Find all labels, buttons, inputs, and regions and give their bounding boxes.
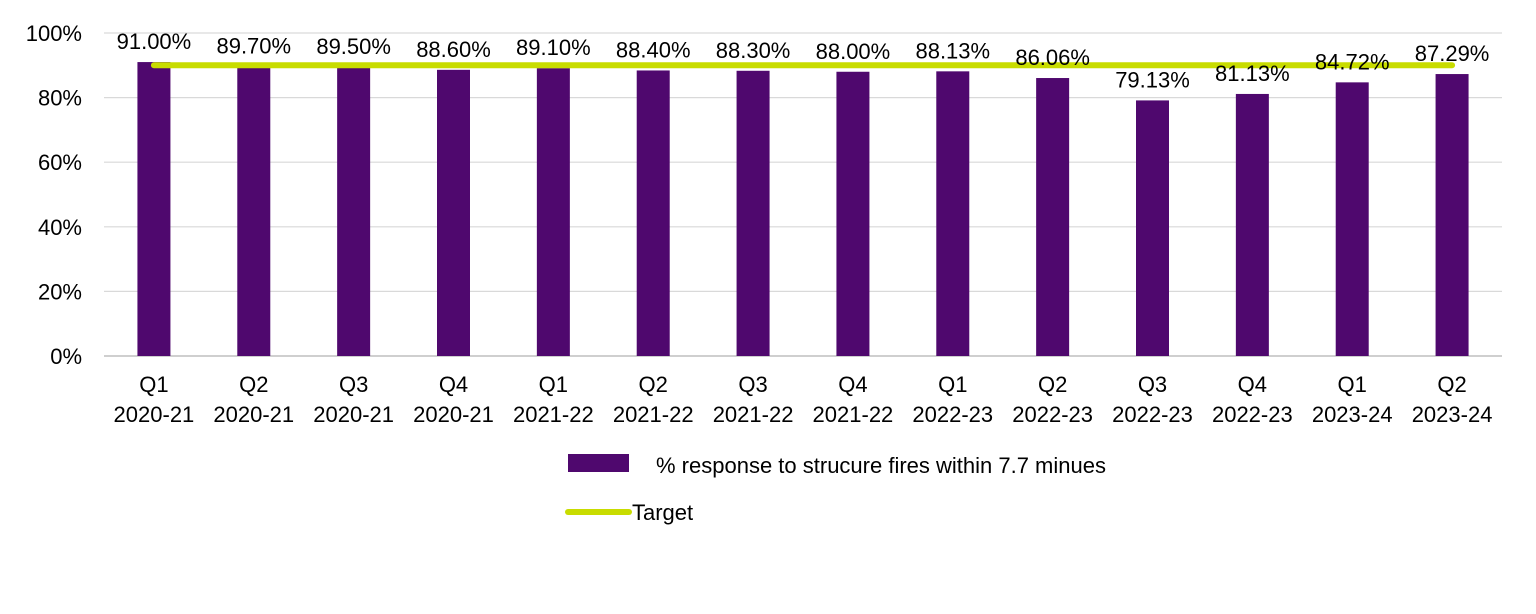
x-tick-label-quarter: Q2 xyxy=(639,372,668,397)
x-tick-label-quarter: Q1 xyxy=(539,372,568,397)
data-label: 88.00% xyxy=(816,39,891,64)
data-label: 89.70% xyxy=(216,33,291,58)
x-tick-label-year: 2021-22 xyxy=(713,402,794,427)
bar xyxy=(1435,74,1469,357)
x-tick-label-quarter: Q3 xyxy=(339,372,368,397)
bar xyxy=(1235,93,1269,356)
bar xyxy=(337,66,371,356)
x-tick-label-year: 2020-21 xyxy=(313,402,394,427)
x-tick-label-quarter: Q2 xyxy=(1038,372,1067,397)
x-tick-label-quarter: Q3 xyxy=(1138,372,1167,397)
bar xyxy=(1136,100,1169,357)
data-label: 89.50% xyxy=(316,34,391,59)
y-tick-label: 40% xyxy=(38,215,82,240)
legend-label-target: Target xyxy=(632,500,693,525)
bar xyxy=(636,70,670,356)
x-tick-label-quarter: Q2 xyxy=(1437,372,1466,397)
data-label: 88.40% xyxy=(616,37,691,62)
data-labels: 91.00% 89.70% 89.50% 88.60% 89.10% 88.40% 88.3… xyxy=(117,29,1490,92)
bar xyxy=(1036,78,1070,357)
legend: % response to strucure fires within 7.7 … xyxy=(565,453,1106,525)
legend-swatch-bar xyxy=(568,454,629,472)
x-tick-label-quarter: Q2 xyxy=(239,372,268,397)
data-label: 89.10% xyxy=(516,35,591,60)
data-label: 79.13% xyxy=(1115,67,1190,92)
x-tick-label-year: 2021-22 xyxy=(613,402,694,427)
data-label: 84.72% xyxy=(1315,49,1390,74)
y-tick-label: 20% xyxy=(38,279,82,304)
data-label: 86.06% xyxy=(1015,45,1090,70)
y-tick-label: 80% xyxy=(38,86,82,111)
data-label: 88.60% xyxy=(416,37,491,62)
bar xyxy=(536,68,570,356)
x-tick-label-quarter: Q1 xyxy=(938,372,967,397)
bar xyxy=(1335,82,1369,356)
bar xyxy=(736,70,770,356)
x-tick-label-year: 2022-23 xyxy=(1012,402,1093,427)
bar xyxy=(836,71,870,356)
y-tick-label: 60% xyxy=(38,150,82,175)
data-label: 91.00% xyxy=(117,29,192,54)
bar xyxy=(437,69,470,357)
x-tick-label-year: 2022-23 xyxy=(912,402,993,427)
data-label: 88.30% xyxy=(716,38,791,63)
bar xyxy=(237,66,271,357)
bar xyxy=(137,62,171,356)
x-tick-label-year: 2020-21 xyxy=(213,402,294,427)
y-tick-label: 100% xyxy=(26,21,82,46)
x-tick-label-quarter: Q3 xyxy=(738,372,767,397)
data-label: 88.13% xyxy=(915,38,990,63)
x-tick-label-year: 2023-24 xyxy=(1412,402,1493,427)
bars xyxy=(137,62,1469,357)
x-tick-label-year: 2021-22 xyxy=(513,402,594,427)
data-label: 87.29% xyxy=(1415,41,1490,66)
gridlines xyxy=(104,32,1502,357)
data-label: 81.13% xyxy=(1215,61,1290,86)
x-tick-label-quarter: Q1 xyxy=(1338,372,1367,397)
x-tick-label-quarter: Q4 xyxy=(1238,372,1267,397)
x-tick-label-quarter: Q1 xyxy=(139,372,168,397)
y-tick-label: 0% xyxy=(50,344,82,369)
bar xyxy=(936,71,970,357)
x-tick-label-year: 2021-22 xyxy=(813,402,894,427)
x-tick-label-year: 2023-24 xyxy=(1312,402,1393,427)
x-tick-label-year: 2020-21 xyxy=(114,402,195,427)
y-axis: 0% 20% 40% 60% 80% 100% xyxy=(26,21,82,369)
x-tick-label-quarter: Q4 xyxy=(439,372,468,397)
x-tick-label-quarter: Q4 xyxy=(838,372,867,397)
x-tick-label-year: 2020-21 xyxy=(413,402,494,427)
x-tick-label-year: 2022-23 xyxy=(1212,402,1293,427)
x-tick-label-year: 2022-23 xyxy=(1112,402,1193,427)
legend-label-bar: % response to strucure fires within 7.7 … xyxy=(656,453,1106,478)
x-axis: Q1 2020-21 Q2 2020-21 Q3 2020-21 Q4 2020-21 Q1 20… xyxy=(114,372,1493,427)
